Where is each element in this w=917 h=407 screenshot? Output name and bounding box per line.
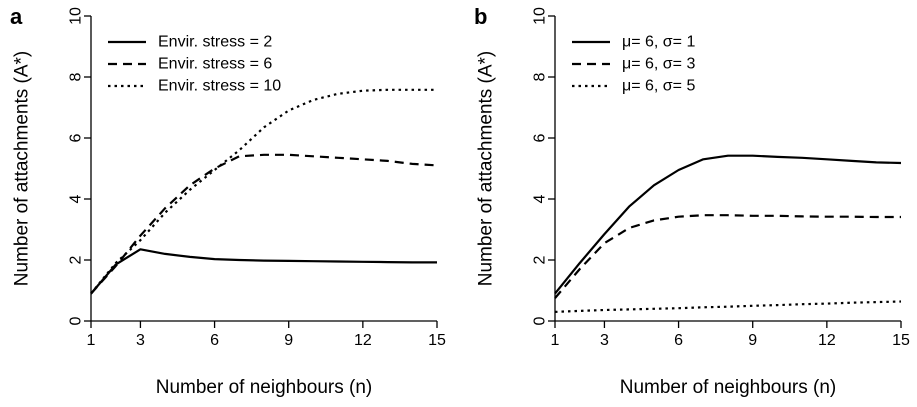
x-tick-label: 9 xyxy=(748,332,757,349)
panel-letter: b xyxy=(474,4,487,29)
y-tick-label: 2 xyxy=(532,255,549,264)
panel-letter: a xyxy=(10,4,23,29)
y-tick-label: 0 xyxy=(68,316,85,325)
x-tick-label: 15 xyxy=(892,332,910,349)
x-tick-label: 12 xyxy=(818,332,836,349)
y-tick-label: 2 xyxy=(68,255,85,264)
series-line-3 xyxy=(90,88,437,295)
legend-label: Envir. stress = 6 xyxy=(158,56,272,73)
panel-b: 1 3 6 9 12 15 0 2 4 6 8 10 Number of neighbours (n) N… xyxy=(474,4,910,398)
y-tick-label: 8 xyxy=(532,72,549,81)
y-axis-title: Number of attachments (A*) xyxy=(476,51,497,286)
y-tick-label: 10 xyxy=(532,7,549,25)
legend-label: Envir. stress = 10 xyxy=(158,78,281,95)
legend-label: μ= 6, σ= 5 xyxy=(622,78,695,95)
series-line-3 xyxy=(554,300,902,313)
legend-label: μ= 6, σ= 1 xyxy=(622,34,695,51)
x-tick-label: 15 xyxy=(428,332,446,349)
x-tick-label: 1 xyxy=(87,332,96,349)
x-axis-title: Number of neighbours (n) xyxy=(620,377,837,398)
y-tick-label: 6 xyxy=(532,133,549,142)
x-tick-label: 6 xyxy=(210,332,219,349)
x-tick-label: 1 xyxy=(551,332,560,349)
series-line-2 xyxy=(90,153,438,295)
y-tick-label: 0 xyxy=(532,316,549,325)
panel-a: 1 3 6 9 12 15 0 2 4 6 8 10 Number of neighbours (n) N… xyxy=(10,4,446,398)
x-tick-label: 9 xyxy=(284,332,293,349)
legend-label: Envir. stress = 2 xyxy=(158,34,272,51)
x-tick-label: 3 xyxy=(600,332,609,349)
x-axis-title: Number of neighbours (n) xyxy=(156,377,373,398)
y-tick-label: 4 xyxy=(532,194,549,203)
series-line-1 xyxy=(90,248,437,295)
legend-label: μ= 6, σ= 3 xyxy=(622,56,695,73)
y-tick-label: 8 xyxy=(68,72,85,81)
y-tick-label: 4 xyxy=(68,194,85,203)
y-tick-label: 6 xyxy=(68,133,85,142)
x-tick-label: 6 xyxy=(674,332,683,349)
x-tick-label: 3 xyxy=(136,332,145,349)
y-axis-title: Number of attachments (A*) xyxy=(12,51,33,286)
series-line-1 xyxy=(554,154,902,295)
x-tick-label: 12 xyxy=(354,332,372,349)
y-tick-label: 10 xyxy=(68,7,85,25)
series-line-2 xyxy=(554,214,901,299)
